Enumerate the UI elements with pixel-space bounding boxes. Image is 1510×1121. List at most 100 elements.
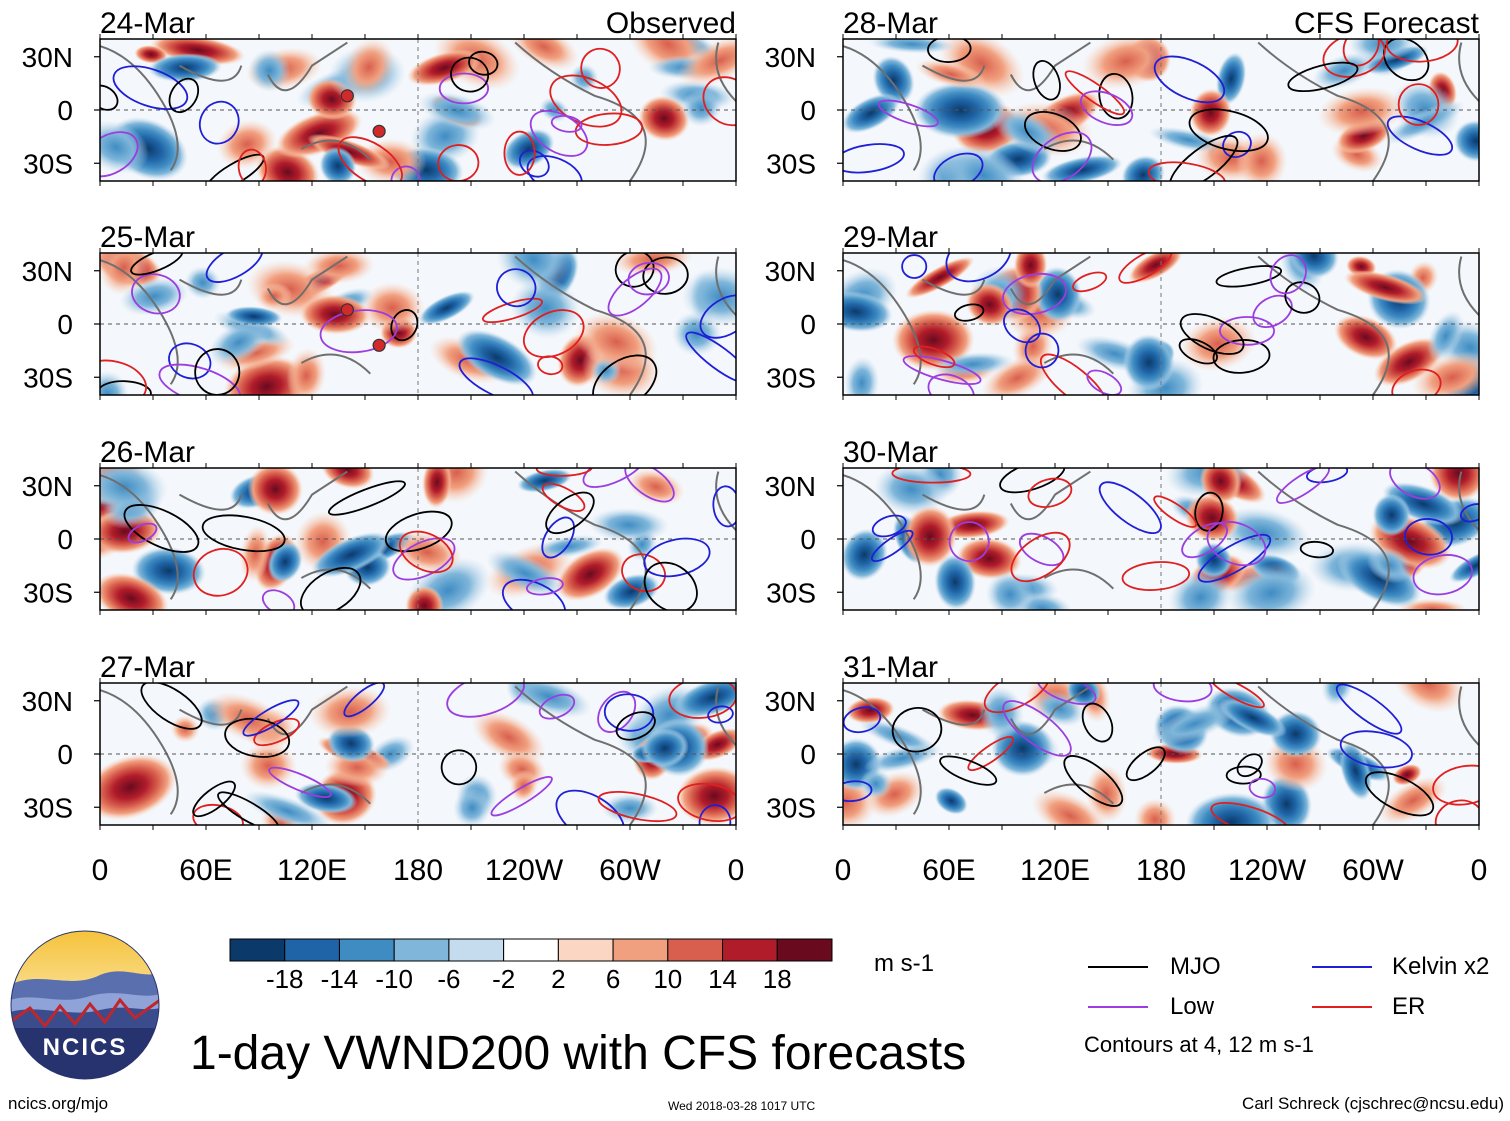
negative-anomaly [985,571,1034,610]
negative-anomaly [502,128,555,170]
map-panel: 30N 0 30S 28-Mar CFS Forecast [765,7,1480,186]
contour-line [948,521,990,562]
y-tick-label: 30S [766,362,816,393]
negative-anomaly [418,290,475,326]
contour-line [384,510,453,553]
negative-anomaly [1216,507,1310,559]
contour-line [1079,90,1134,126]
x-tick-label: 0 [728,854,745,887]
coastline [100,255,736,395]
contour-line [1339,730,1413,769]
contour-line [450,56,490,93]
negative-anomaly [486,549,565,598]
positive-anomaly [1411,351,1479,395]
contour-line [597,791,678,823]
y-tick-label: 30S [766,577,816,608]
contour-line [1210,801,1290,825]
colorbar-swatch [557,938,614,962]
y-tick-label: 0 [57,739,73,770]
contour-line [261,589,296,610]
negative-anomaly [119,277,189,316]
contour-line [535,468,593,477]
contour-line [300,567,362,610]
contour-line [1276,468,1330,504]
contour-line [237,148,267,181]
panel-date-label: 27-Mar [100,651,195,684]
contour-line [685,331,736,385]
contour-line [446,683,525,718]
contour-line [550,114,583,133]
negative-anomaly [1449,549,1479,583]
coastline [100,685,736,825]
positive-anomaly [1392,763,1422,786]
colorbar-tick-label: -6 [437,964,460,994]
positive-anomaly [1031,789,1109,825]
panel-date-label: 30-Mar [843,436,938,469]
colorbar-swatch [776,938,833,962]
contour-line [945,253,1012,283]
contour-line [603,693,655,732]
contour-line [523,309,585,359]
colorbar-swatch [448,938,505,962]
contour-line [939,755,998,786]
positive-anomaly [1179,316,1257,372]
contour-line [891,468,972,484]
observed-header: Observed [606,7,736,40]
positive-anomaly [1379,776,1448,825]
tropical-cyclone-marker [372,124,386,138]
contour-line [677,782,736,822]
colorbar-swatch [612,938,669,962]
colorbar-tick-label: 18 [763,964,792,994]
contour-line [1284,281,1321,314]
contour-line [1024,332,1060,369]
colorbar-swatch [284,938,340,962]
contour-line [1125,746,1166,782]
contour-line [1098,72,1134,120]
y-tick-label: 0 [57,524,73,555]
negative-anomaly [1168,568,1233,610]
positive-anomaly [303,253,375,284]
contour-line [201,514,286,553]
negative-anomaly [1453,119,1479,162]
contour-line [1222,130,1252,159]
negative-anomaly [248,49,291,92]
contour-line [490,776,553,817]
negative-anomaly [843,93,900,134]
contour-line [1364,771,1435,817]
contour-line [1031,131,1093,181]
x-tick-label: 120E [277,854,347,887]
contour-line [555,789,626,825]
positive-anomaly [677,39,736,87]
contour-line [438,72,490,105]
contour-line [1322,39,1386,78]
tropical-cyclone-marker [372,338,386,352]
negative-anomaly [1150,702,1238,746]
negative-anomaly [533,535,604,559]
contour-line [1287,61,1359,93]
negative-anomaly [506,683,592,718]
colorbar-swatch [229,938,286,962]
negative-anomaly [859,768,893,800]
contour-line [1027,477,1073,508]
negative-anomaly [225,306,283,327]
contour-line [192,780,236,818]
contour-line [668,683,736,719]
contour-line [1179,313,1245,355]
contour-line [1335,683,1403,735]
contour-line [580,47,621,89]
contour-line [545,491,595,535]
panel-date-label: 25-Mar [100,221,195,254]
contour-line [319,309,398,354]
y-tick-label: 0 [800,309,816,340]
contour-line [1118,253,1173,284]
contour-line [1299,540,1335,559]
contour-line [541,516,575,559]
y-tick-label: 0 [800,95,816,126]
contour-line [482,297,543,324]
colorbar-tick-label: -2 [492,964,515,994]
negative-anomaly [319,146,357,181]
contour-line [927,373,975,395]
y-tick-label: 30S [23,577,73,608]
contour-line [1039,353,1108,395]
x-tick-label: 60E [179,854,232,887]
